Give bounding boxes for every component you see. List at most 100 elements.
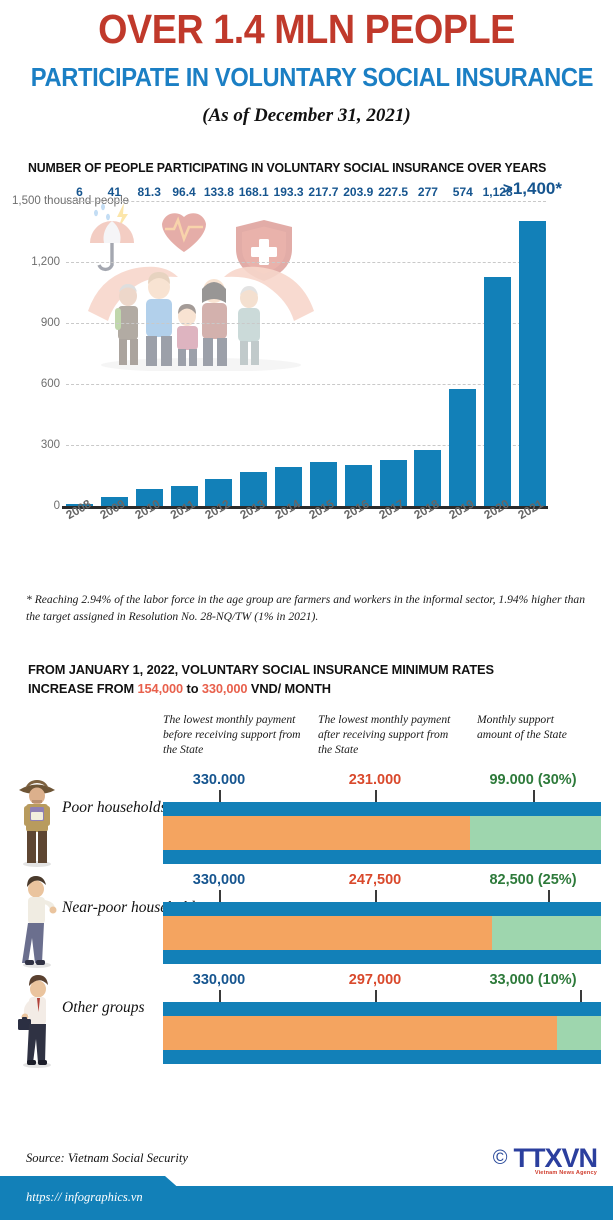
gridline-900 xyxy=(66,323,546,325)
x-label-2008: 2008 xyxy=(62,496,94,523)
bar-rect-2016 xyxy=(344,465,372,507)
chart-title: NUMBER OF PEOPLE PARTICIPATING IN VOLUNT… xyxy=(28,161,547,176)
chart-plot-area xyxy=(62,201,548,509)
bar-value-2019: 574 xyxy=(452,185,473,200)
bar-value-2015: 217.7 xyxy=(308,185,339,200)
support-pct-poor: (30%) xyxy=(537,772,577,789)
bar-value-2018: 277 xyxy=(417,185,438,200)
bar-stack-near-poor xyxy=(163,902,601,965)
bar-value-2011: 96.4 xyxy=(172,185,196,200)
page-date: (As of December 31, 2021) xyxy=(202,105,411,127)
bar-2008[interactable]: 6 2008 xyxy=(63,185,93,522)
old-rate-value: 154,000 xyxy=(137,680,184,696)
bar-orange-poor xyxy=(163,816,470,851)
ttxvn-logo-block: © TTXVN Vietnam News Agency xyxy=(492,1143,598,1176)
new-rate-value: 330,000 xyxy=(201,680,248,696)
bar-value-2014: 193.3 xyxy=(273,185,304,200)
row-values-near-poor: 330,000 247,500 82,500 (25%) xyxy=(163,872,601,902)
value-before-other: 330,000 xyxy=(192,972,246,989)
ttxvn-tagline: Vietnam News Agency xyxy=(534,1170,597,1176)
bar-rect-2020 xyxy=(484,277,512,507)
bar-value-2016: 203.9 xyxy=(343,185,374,200)
bar-2016[interactable]: 203.9 2016 xyxy=(342,185,374,522)
bar-rect-2015 xyxy=(309,462,337,507)
gridline-600 xyxy=(66,384,546,386)
support-amount-poor: 99.000 xyxy=(489,772,534,789)
ttxvn-logo: TTXVN Vietnam News Agency xyxy=(513,1143,598,1176)
bar-rect-2021 xyxy=(518,221,546,507)
bar-rect-2014 xyxy=(275,467,303,507)
bar-stack-poor xyxy=(163,802,601,865)
near-poor-person-icon xyxy=(22,876,57,969)
bar-chart: 1,500 thousand people 1,200 900 600 300 … xyxy=(0,179,613,546)
support-pct-near-poor: (25%) xyxy=(537,872,577,889)
footer-notch-shape xyxy=(0,1176,613,1220)
support-pct-other: (10%) xyxy=(537,972,577,989)
gridline-1500 xyxy=(66,201,546,203)
bar-2013[interactable]: 168.1 2013 xyxy=(237,185,269,522)
bar-green-other xyxy=(163,1016,601,1051)
bar-stack-other xyxy=(163,1002,601,1065)
bar-value-2020: 1,128 xyxy=(482,185,513,200)
rates-title-mid: to xyxy=(183,680,202,696)
value-after-other: 297,000 xyxy=(348,972,402,989)
bar-2012[interactable]: 133.8 2012 xyxy=(202,185,234,522)
column-header-before: The lowest monthly payment before receiv… xyxy=(163,713,301,757)
column-header-after: The lowest monthly payment after receivi… xyxy=(318,713,451,757)
rates-title-prefix: INCREASE FROM xyxy=(28,680,138,696)
source-text: Source: Vietnam Social Security xyxy=(26,1151,188,1165)
rates-title-suffix: VND/ MONTH xyxy=(247,680,331,696)
bar-2015[interactable]: 217.7 2015 xyxy=(307,185,339,522)
y-tick-900: 900 xyxy=(40,317,60,330)
y-tick-0: 0 xyxy=(53,500,60,513)
bar-value-2010: 81.3 xyxy=(137,185,161,200)
farmer-icon xyxy=(19,780,55,868)
rate-row-poor: Poor households 330.000 231.000 99.000 (… xyxy=(0,772,613,872)
column-header-support: Monthly support amount of the State xyxy=(477,713,567,742)
value-before-poor: 330.000 xyxy=(192,772,246,789)
bar-green-near-poor xyxy=(163,916,601,951)
bar-rect-2018 xyxy=(414,450,442,507)
bar-value-2013: 168.1 xyxy=(238,185,269,200)
bar-rect-2017 xyxy=(379,460,407,507)
bar-2018[interactable]: 277 2018 xyxy=(411,185,442,522)
chart-footnote: * Reaching 2.94% of the labor force in t… xyxy=(26,593,586,623)
bar-value-2009: 41 xyxy=(107,185,122,200)
bar-value-2008: 6 xyxy=(76,185,83,200)
bar-value-2021: >1,400* xyxy=(502,179,563,199)
ttxvn-logo-text: TTXVN xyxy=(513,1143,598,1173)
rates-section-title: FROM JANUARY 1, 2022, VOLUNTARY SOCIAL I… xyxy=(28,660,613,698)
bar-2011[interactable]: 96.4 2011 xyxy=(168,185,198,522)
rate-row-other: Other groups 330,000 297,000 33,000 (10%… xyxy=(0,972,613,1072)
footer-url[interactable]: https:// infographics.vn xyxy=(26,1190,143,1204)
bar-rect-2011 xyxy=(170,486,198,507)
bar-2014[interactable]: 193.3 2014 xyxy=(272,185,304,522)
bar-rect-2013 xyxy=(240,472,268,507)
bar-rect-2010 xyxy=(135,489,163,507)
value-before-near-poor: 330,000 xyxy=(192,872,246,889)
gridline-1200 xyxy=(66,262,546,264)
bar-2019[interactable]: 574 2019 xyxy=(446,185,477,522)
bar-2020[interactable]: 1,128 2020 xyxy=(481,185,513,522)
gridline-300 xyxy=(66,445,546,447)
page-subtitle: PARTICIPATE IN VOLUNTARY SOCIAL INSURANC… xyxy=(30,64,594,93)
infographic-header: OVER 1.4 MLN PEOPLE PARTICIPATE IN VOLUN… xyxy=(0,0,613,127)
bar-rect-2019 xyxy=(449,389,477,507)
row-label-other: Other groups xyxy=(62,999,145,1017)
y-tick-1200: 1,200 xyxy=(31,256,60,269)
y-tick-300: 300 xyxy=(40,439,60,452)
bar-2021[interactable]: >1,400* 2021 xyxy=(503,179,562,522)
value-after-poor: 231.000 xyxy=(348,772,402,789)
bar-2017[interactable]: 227.5 2017 xyxy=(377,185,409,522)
copyright-icon: © xyxy=(492,1147,508,1169)
rate-row-near-poor: Near-poor households 330,000 247,500 82,… xyxy=(0,872,613,972)
bar-2010[interactable]: 81.3 2010 xyxy=(133,185,163,522)
y-tick-600: 600 xyxy=(40,378,60,391)
support-amount-near-poor: 82,500 xyxy=(489,872,534,889)
bar-2009[interactable]: 41 2009 xyxy=(98,185,128,522)
bar-rect-2008 xyxy=(66,504,93,507)
row-label-poor: Poor households xyxy=(62,799,167,817)
value-after-near-poor: 247,500 xyxy=(348,872,402,889)
page-title: OVER 1.4 MLN PEOPLE xyxy=(98,6,515,52)
value-support-near-poor: 82,500 (25%) xyxy=(489,872,576,888)
